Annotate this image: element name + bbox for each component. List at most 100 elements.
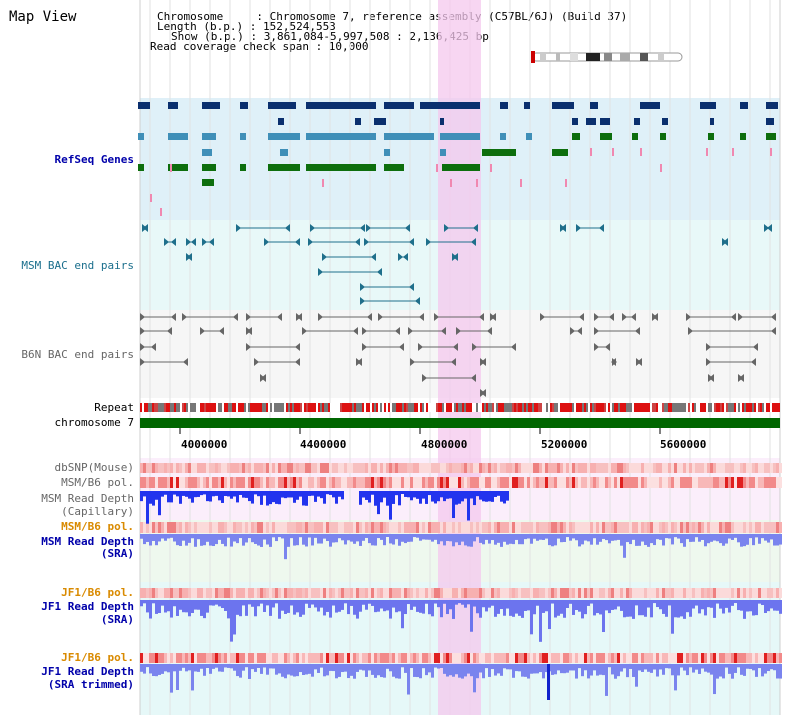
heat-mark <box>200 477 203 488</box>
heat-mark <box>545 477 548 488</box>
heat-mark <box>392 477 395 488</box>
depth-bar <box>278 534 281 538</box>
heat-mark <box>587 463 590 473</box>
gene-block <box>306 102 376 109</box>
heat-mark <box>545 463 548 473</box>
depth-bar <box>485 534 488 540</box>
heat-mark <box>650 463 653 473</box>
depth-bar <box>449 664 452 676</box>
repeat-mark <box>262 403 264 412</box>
repeat-mark <box>658 403 660 412</box>
depth-bar <box>191 664 194 691</box>
heat-mark <box>227 653 230 663</box>
heat-mark <box>659 522 662 533</box>
heat-mark <box>602 477 605 488</box>
heat-mark <box>464 463 467 473</box>
gene-marker <box>565 179 567 187</box>
depth-bar <box>578 534 581 547</box>
depth-bar <box>356 600 359 619</box>
heat-mark <box>371 653 374 663</box>
heat-mark <box>431 463 434 473</box>
heat-mark <box>203 477 206 488</box>
heat-mark <box>275 653 278 663</box>
heat-mark <box>623 653 626 663</box>
depth-bar <box>251 534 254 543</box>
gene-block <box>138 164 144 171</box>
heat-mark <box>758 463 761 473</box>
heat-mark <box>167 522 170 533</box>
depth-bar <box>344 534 347 545</box>
depth-bar <box>461 534 464 542</box>
dbsnp-label: dbSNP(Mouse) <box>54 461 134 474</box>
depth-bar <box>155 664 158 677</box>
depth-bar <box>365 491 368 500</box>
depth-bar <box>752 534 755 546</box>
heat-mark <box>230 477 233 488</box>
repeat-mark <box>160 403 162 412</box>
heat-mark <box>200 588 203 598</box>
heat-mark <box>530 653 533 663</box>
depth-bar <box>494 534 497 545</box>
depth-bar <box>194 491 197 498</box>
depth-bar <box>227 664 230 668</box>
repeat-mark <box>594 403 596 412</box>
depth-bar <box>713 600 716 618</box>
heat-mark <box>560 588 563 598</box>
depth-bar <box>356 664 359 672</box>
depth-bar <box>365 664 368 677</box>
heat-mark <box>185 588 188 598</box>
depth-bar <box>680 600 683 617</box>
heat-mark <box>287 588 290 598</box>
repeat-mark <box>514 403 516 412</box>
gene-block <box>708 133 714 140</box>
repeat-mark <box>260 403 262 412</box>
repeat-mark <box>650 403 652 412</box>
repeat-mark <box>700 403 702 412</box>
depth-bar <box>323 534 326 539</box>
repeat-mark <box>698 403 700 412</box>
heat-mark <box>620 477 623 488</box>
depth-bar <box>677 664 680 676</box>
repeat-mark <box>702 403 704 412</box>
heat-mark <box>518 653 521 663</box>
repeat-mark <box>466 403 468 412</box>
heat-mark <box>290 653 293 663</box>
heat-mark <box>419 522 422 533</box>
heat-mark <box>266 463 269 473</box>
heat-mark <box>665 463 668 473</box>
heat-mark <box>509 463 512 473</box>
heat-mark <box>473 653 476 663</box>
heat-mark <box>704 653 707 663</box>
heat-mark <box>287 463 290 473</box>
heat-mark <box>626 588 629 598</box>
heat-mark <box>215 522 218 533</box>
repeat-mark <box>616 403 618 412</box>
heat-mark <box>605 653 608 663</box>
heat-mark <box>365 653 368 663</box>
chromosome-label: chromosome 7 <box>54 416 134 429</box>
bac-end <box>182 313 187 321</box>
heat-mark <box>245 522 248 533</box>
depth-bar <box>416 600 419 612</box>
heat-mark <box>386 477 389 488</box>
heat-mark <box>314 588 317 598</box>
bac-end <box>360 283 365 291</box>
gene-block <box>524 102 530 109</box>
depth-bar <box>368 491 371 503</box>
heat-mark <box>590 653 593 663</box>
heat-mark <box>731 477 734 488</box>
bac-end <box>609 313 614 321</box>
depth-bar <box>263 600 266 612</box>
repeat-mark <box>358 403 360 412</box>
heat-mark <box>554 477 557 488</box>
repeat-mark <box>504 403 506 412</box>
heat-mark <box>281 653 284 663</box>
heat-mark <box>590 588 593 598</box>
depth-bar <box>197 664 200 672</box>
ideogram-band <box>620 53 630 61</box>
heat-mark <box>683 588 686 598</box>
heat-mark <box>251 522 254 533</box>
bac-end <box>209 238 214 246</box>
heat-mark <box>146 522 149 533</box>
